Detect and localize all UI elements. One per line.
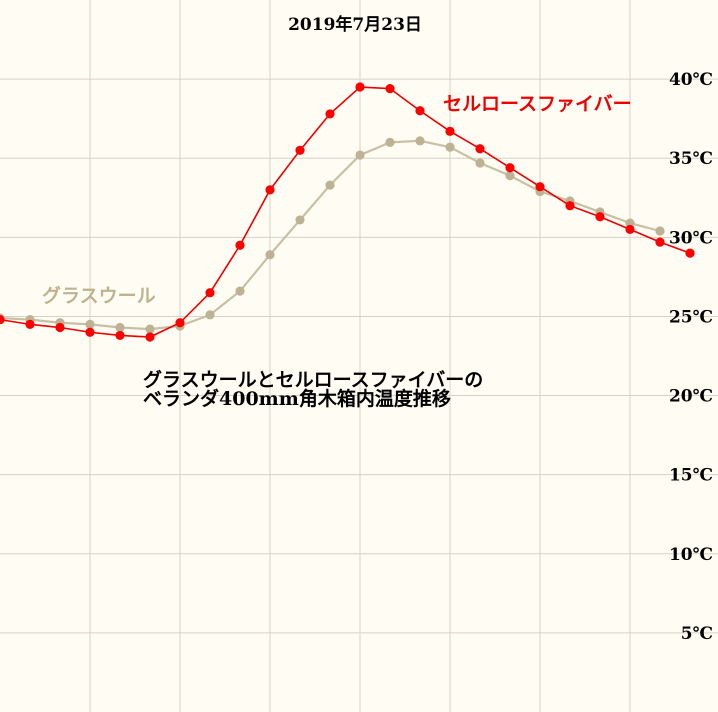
data-point-cellulose bbox=[55, 322, 65, 333]
y-tick-label: 20℃ bbox=[669, 387, 713, 407]
data-point-glasswool bbox=[85, 319, 95, 329]
y-tick-label: 30℃ bbox=[669, 228, 713, 248]
tick-labels: 5℃ 10℃ 15℃ 20℃ 25℃ 30℃ 35℃ 40℃ bbox=[669, 70, 713, 644]
data-point-cellulose bbox=[655, 237, 665, 247]
data-point-cellulose bbox=[355, 82, 365, 92]
y-tick-label: 35℃ bbox=[669, 149, 713, 169]
series-label-cellulose: セルロースファイバー bbox=[443, 93, 632, 115]
y-tick-label: 25℃ bbox=[669, 307, 713, 327]
data-point-cellulose bbox=[445, 126, 455, 136]
data-point-cellulose bbox=[565, 201, 575, 211]
data-point-glasswool bbox=[325, 180, 335, 190]
data-point-glasswool bbox=[445, 142, 455, 152]
data-point-glasswool bbox=[265, 250, 275, 260]
chart-title: 2019年7月23日 bbox=[288, 14, 422, 35]
data-point-glasswool bbox=[625, 218, 635, 228]
y-tick-label: 15℃ bbox=[669, 466, 713, 486]
data-point-cellulose bbox=[235, 240, 245, 250]
data-point-cellulose bbox=[475, 144, 485, 154]
data-point-cellulose bbox=[535, 182, 545, 192]
data-point-cellulose bbox=[295, 145, 305, 155]
data-point-glasswool bbox=[475, 158, 485, 168]
data-point-glasswool bbox=[655, 226, 665, 236]
data-point-cellulose bbox=[625, 224, 635, 235]
data-point-glasswool bbox=[115, 322, 125, 333]
data-point-cellulose bbox=[175, 318, 185, 328]
y-tick-label: 40℃ bbox=[669, 70, 713, 90]
series-group bbox=[0, 82, 695, 342]
data-point-cellulose bbox=[415, 106, 425, 116]
data-point-glasswool bbox=[145, 324, 155, 334]
data-point-glasswool bbox=[295, 215, 305, 225]
data-point-cellulose bbox=[265, 185, 275, 195]
data-point-glasswool bbox=[385, 137, 395, 147]
data-point-cellulose bbox=[385, 84, 395, 94]
data-point-glasswool bbox=[205, 310, 215, 320]
data-point-cellulose bbox=[85, 327, 95, 337]
data-point-cellulose bbox=[0, 315, 5, 325]
data-point-cellulose bbox=[205, 288, 215, 298]
data-point-glasswool bbox=[505, 171, 515, 181]
data-point-glasswool bbox=[415, 136, 425, 146]
data-point-cellulose bbox=[115, 330, 125, 341]
data-point-cellulose bbox=[325, 109, 335, 119]
data-point-cellulose bbox=[505, 163, 515, 173]
data-point-cellulose bbox=[145, 332, 155, 342]
data-point-cellulose bbox=[595, 212, 605, 222]
data-point-cellulose bbox=[25, 319, 35, 329]
data-point-glasswool bbox=[355, 150, 365, 160]
y-tick-label: 10℃ bbox=[669, 545, 713, 565]
y-tick-label: 5℃ bbox=[681, 624, 713, 644]
data-point-glasswool bbox=[235, 286, 245, 296]
series-label-glasswool: グラスウール bbox=[42, 284, 156, 307]
data-point-cellulose bbox=[685, 248, 695, 258]
annotation-line-2: ベランダ400mm角木箱内温度推移 bbox=[143, 387, 451, 410]
series-line-cellulose bbox=[0, 86, 691, 338]
annotation-line-1: グラスウールとセルロースファイバーの bbox=[143, 368, 483, 391]
